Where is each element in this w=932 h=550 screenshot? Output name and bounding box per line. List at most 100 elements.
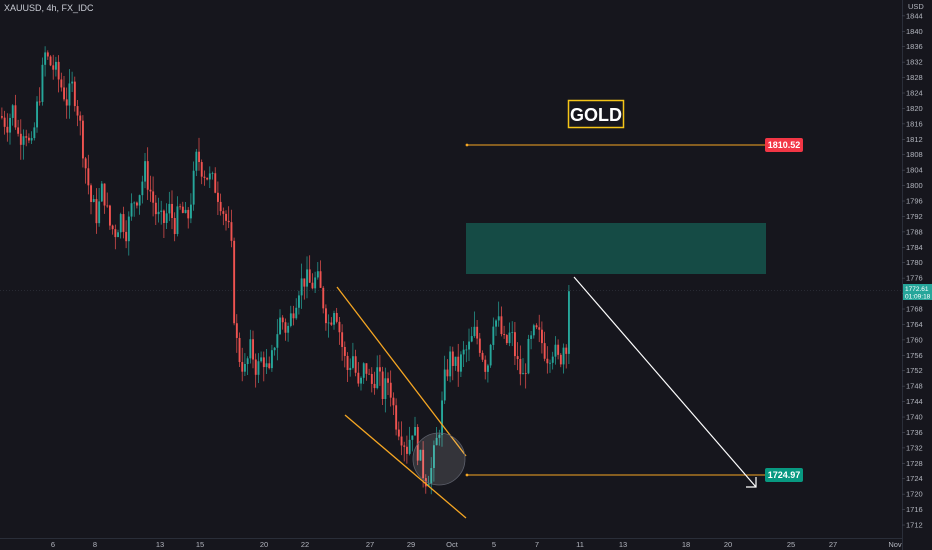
candle-body <box>511 332 514 333</box>
candle-bullish <box>495 319 497 336</box>
candle-body <box>154 202 157 215</box>
candle-bearish <box>200 159 203 185</box>
candle-bearish <box>535 323 538 330</box>
candle-bearish <box>303 278 306 300</box>
candle-body <box>82 120 84 159</box>
candle-bearish <box>262 351 265 382</box>
candle-body <box>330 322 333 325</box>
candle-bearish <box>476 319 479 345</box>
candle-body <box>514 332 516 357</box>
price-axis[interactable]: 1712 1716 1720 1724 1728 1732 1736 1740 1744 1748… <box>902 11 923 530</box>
candle-bullish <box>532 323 535 339</box>
gold-title: GOLD <box>567 99 625 129</box>
time-axis[interactable]: 6 8 13 15 20 22 27 29 Oct 5 7 11 13 18 20 25 27 Nov <box>51 540 902 549</box>
candle-bullish <box>333 310 335 330</box>
candle-bearish <box>173 212 176 242</box>
candle-body <box>114 229 117 238</box>
candle-bullish <box>438 429 441 446</box>
candle-body <box>303 278 306 287</box>
candle-body <box>157 211 160 215</box>
price-tick-label: 1820 <box>906 104 923 113</box>
candle-body <box>430 468 433 484</box>
candle-body <box>233 240 236 324</box>
candle-body <box>449 351 452 377</box>
candle-body <box>308 269 311 283</box>
candle-bullish <box>549 359 551 373</box>
candle-bearish <box>338 317 341 345</box>
candle-body <box>122 214 125 232</box>
candle-body <box>503 334 506 336</box>
candle-body <box>152 191 155 203</box>
candle-body <box>387 378 389 383</box>
candle-body <box>306 269 308 287</box>
candle-bearish <box>6 113 9 142</box>
candle-body <box>260 357 263 362</box>
candle-body <box>214 173 217 193</box>
target-badge-upper[interactable]: 1810.52 <box>765 138 803 152</box>
candle-bullish <box>530 331 533 350</box>
candle-body <box>568 291 570 354</box>
candle-body <box>500 316 503 335</box>
candle-bullish <box>176 196 179 237</box>
candle-body <box>327 322 330 324</box>
candle-body <box>551 356 554 363</box>
candle-body <box>484 359 487 372</box>
current-price-badge[interactable]: 1772.61 01:09:18 <box>903 284 932 301</box>
candle-bullish <box>130 193 133 221</box>
candle-body <box>87 168 90 186</box>
candle-bullish <box>273 346 276 356</box>
candle-body <box>338 321 341 333</box>
candle-body <box>532 325 535 336</box>
candle-body <box>408 439 411 454</box>
candle-body <box>462 349 465 355</box>
candle-body <box>292 313 295 319</box>
candle-bearish <box>395 398 398 436</box>
candle-bearish <box>311 273 314 290</box>
price-tick-label: 1768 <box>906 305 923 314</box>
current-price-badge-bg <box>903 284 932 300</box>
candle-body <box>141 181 144 196</box>
candle-bearish <box>343 341 346 368</box>
candle-body <box>179 206 182 208</box>
candle-body <box>460 354 462 372</box>
candle-bullish <box>327 314 330 338</box>
price-tick-label: 1728 <box>906 459 923 468</box>
candle-bearish <box>17 119 20 137</box>
candle-bearish <box>136 201 138 209</box>
candle-body <box>298 295 300 308</box>
candle-bullish <box>133 201 136 217</box>
candle-body <box>57 61 60 80</box>
current-price-countdown: 01:09:18 <box>905 294 931 301</box>
candle-body <box>30 138 33 141</box>
candle-body <box>433 445 435 469</box>
candle-bearish <box>154 195 157 225</box>
price-tick-label: 1840 <box>906 27 923 36</box>
price-tick-label: 1812 <box>906 135 923 144</box>
candle-body <box>79 115 82 121</box>
price-tick-label: 1740 <box>906 413 923 422</box>
level-line-lower-anchor <box>465 473 469 477</box>
candle-bearish <box>403 441 406 462</box>
price-tick-label: 1756 <box>906 351 923 360</box>
candle-bullish <box>71 71 74 93</box>
candle-body <box>206 177 209 180</box>
candle-bullish <box>271 344 273 372</box>
candle-bullish <box>36 96 38 133</box>
candle-body <box>289 313 292 326</box>
time-tick-label: 27 <box>829 540 837 549</box>
price-tick-label: 1780 <box>906 258 923 267</box>
candle-bullish <box>497 301 500 327</box>
candle-body <box>497 316 500 321</box>
candle-body <box>295 307 298 319</box>
candle-body <box>109 205 111 226</box>
candle-bullish <box>462 341 465 367</box>
candle-body <box>443 369 446 401</box>
candle-bullish <box>470 326 473 343</box>
target-badge-lower[interactable]: 1724.97 <box>765 468 803 482</box>
candle-bearish <box>109 204 111 230</box>
candle-bearish <box>516 342 519 371</box>
candle-bearish <box>368 368 371 375</box>
candle-bearish <box>214 167 217 194</box>
candle-bullish <box>190 193 192 224</box>
